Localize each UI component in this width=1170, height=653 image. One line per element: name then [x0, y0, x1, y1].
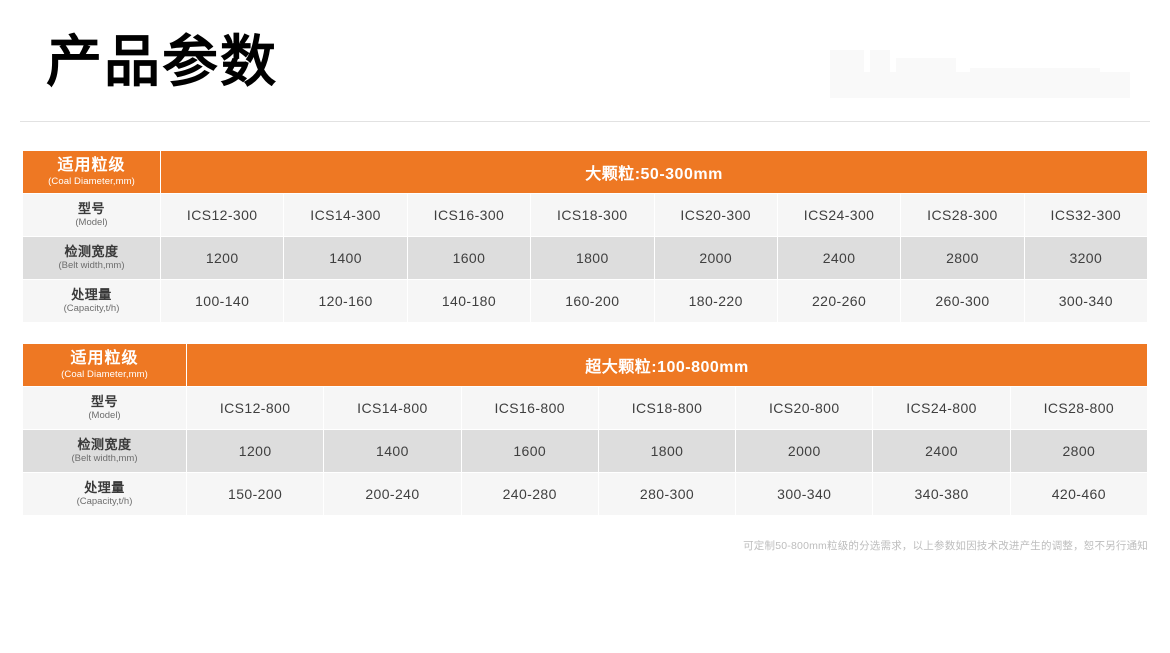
row-label-belt-width: 检测宽度 (Belt width,mm) [22, 429, 187, 473]
row-label-model-cn: 型号 [90, 394, 118, 410]
spec-table-extra-large-particle: 适用粒级 (Coal Diameter,mm) 超大颗粒:100-800mm 型… [22, 343, 1149, 516]
cell-belt-width-6: 2400 [872, 429, 1011, 473]
row-label-belt-width-en: (Belt width,mm) [58, 259, 125, 271]
row-label-capacity-cn: 处理量 [71, 287, 112, 303]
header-grade-label-en: (Coal Diameter,mm) [61, 368, 148, 380]
cell-belt-width-7: 2800 [900, 236, 1025, 280]
cell-capacity-5: 300-340 [735, 472, 874, 516]
cell-model-4: ICS18-800 [597, 386, 737, 430]
row-label-model: 型号 (Model) [22, 193, 161, 237]
cell-model-3: ICS16-300 [406, 193, 532, 237]
cell-model-4: ICS18-300 [530, 193, 655, 237]
cell-belt-width-4: 1800 [597, 429, 737, 473]
cell-capacity-2: 120-160 [283, 279, 408, 323]
row-label-belt-width-cn: 检测宽度 [77, 437, 132, 453]
cell-capacity-7: 420-460 [1009, 472, 1149, 516]
cell-capacity-4: 280-300 [597, 472, 737, 516]
header-grade-label-en: (Coal Diameter,mm) [48, 175, 135, 187]
cell-model-6: ICS24-300 [776, 193, 902, 237]
header-title-large: 大颗粒:50-300mm [160, 150, 1148, 194]
row-label-capacity: 处理量 (Capacity,t/h) [22, 472, 187, 516]
row-label-belt-width-cn: 检测宽度 [64, 244, 119, 260]
header-grade-label: 适用粒级 (Coal Diameter,mm) [22, 150, 161, 194]
cell-belt-width-4: 1800 [530, 236, 655, 280]
table-row-capacity: 处理量 (Capacity,t/h) 150-200 200-240 240-2… [22, 472, 1149, 516]
row-label-model-cn: 型号 [77, 201, 105, 217]
cell-model-7: ICS28-800 [1009, 386, 1149, 430]
cell-model-7: ICS28-300 [900, 193, 1025, 237]
cell-belt-width-7: 2800 [1009, 429, 1149, 473]
title-divider [20, 121, 1150, 122]
cell-capacity-4: 160-200 [530, 279, 655, 323]
cell-capacity-1: 150-200 [185, 472, 325, 516]
cell-belt-width-5: 2000 [653, 236, 778, 280]
spec-table-large-particle: 适用粒级 (Coal Diameter,mm) 大颗粒:50-300mm 型号 … [22, 150, 1149, 323]
cell-capacity-8: 300-340 [1023, 279, 1149, 323]
header-title-extra-large: 超大颗粒:100-800mm [186, 343, 1148, 387]
cell-belt-width-2: 1400 [323, 429, 462, 473]
row-label-belt-width: 检测宽度 (Belt width,mm) [22, 236, 161, 280]
row-label-model-en: (Model) [88, 409, 121, 421]
cell-model-5: ICS20-300 [653, 193, 778, 237]
cell-belt-width-8: 3200 [1023, 236, 1149, 280]
header-grade-label: 适用粒级 (Coal Diameter,mm) [22, 343, 187, 387]
cell-model-2: ICS14-800 [323, 386, 462, 430]
row-label-model-en: (Model) [75, 216, 108, 228]
row-label-model: 型号 (Model) [22, 386, 187, 430]
table-row-model: 型号 (Model) ICS12-800 ICS14-800 ICS16-800… [22, 386, 1149, 430]
table-header-row: 适用粒级 (Coal Diameter,mm) 超大颗粒:100-800mm [22, 343, 1148, 387]
cell-belt-width-3: 1600 [406, 236, 532, 280]
cell-model-1: ICS12-800 [185, 386, 325, 430]
cell-capacity-7: 260-300 [900, 279, 1025, 323]
cell-capacity-6: 340-380 [872, 472, 1011, 516]
cell-belt-width-1: 1200 [159, 236, 285, 280]
cell-model-8: ICS32-300 [1023, 193, 1149, 237]
cell-capacity-3: 140-180 [406, 279, 532, 323]
table-header-row: 适用粒级 (Coal Diameter,mm) 大颗粒:50-300mm [22, 150, 1148, 194]
cell-model-2: ICS14-300 [283, 193, 408, 237]
background-watermark [800, 38, 1160, 148]
table-row-belt-width: 检测宽度 (Belt width,mm) 1200 1400 1600 1800… [22, 236, 1149, 280]
table-row-belt-width: 检测宽度 (Belt width,mm) 1200 1400 1600 1800… [22, 429, 1149, 473]
cell-capacity-3: 240-280 [460, 472, 599, 516]
cell-model-5: ICS20-800 [735, 386, 874, 430]
row-label-capacity-en: (Capacity,t/h) [76, 495, 133, 507]
row-label-capacity-en: (Capacity,t/h) [63, 302, 120, 314]
cell-capacity-2: 200-240 [323, 472, 462, 516]
header-grade-label-cn: 适用粒级 [57, 157, 126, 175]
cell-model-6: ICS24-800 [872, 386, 1011, 430]
table-row-capacity: 处理量 (Capacity,t/h) 100-140 120-160 140-1… [22, 279, 1149, 323]
cell-belt-width-5: 2000 [735, 429, 874, 473]
cell-belt-width-6: 2400 [776, 236, 902, 280]
cell-capacity-5: 180-220 [653, 279, 778, 323]
footnote-note: 可定制50-800mm粒级的分选需求，以上参数如因技术改进产生的调整，恕不另行通… [743, 540, 1148, 552]
table-row-model: 型号 (Model) ICS12-300 ICS14-300 ICS16-300… [22, 193, 1149, 237]
cell-capacity-6: 220-260 [776, 279, 902, 323]
row-label-belt-width-en: (Belt width,mm) [71, 452, 138, 464]
cell-model-3: ICS16-800 [460, 386, 599, 430]
cell-model-1: ICS12-300 [159, 193, 285, 237]
cell-belt-width-1: 1200 [185, 429, 325, 473]
row-label-capacity: 处理量 (Capacity,t/h) [22, 279, 161, 323]
cell-belt-width-3: 1600 [460, 429, 599, 473]
page-title: 产品参数 [46, 30, 278, 93]
cell-belt-width-2: 1400 [283, 236, 408, 280]
header-grade-label-cn: 适用粒级 [70, 350, 139, 368]
row-label-capacity-cn: 处理量 [84, 480, 125, 496]
cell-capacity-1: 100-140 [159, 279, 285, 323]
